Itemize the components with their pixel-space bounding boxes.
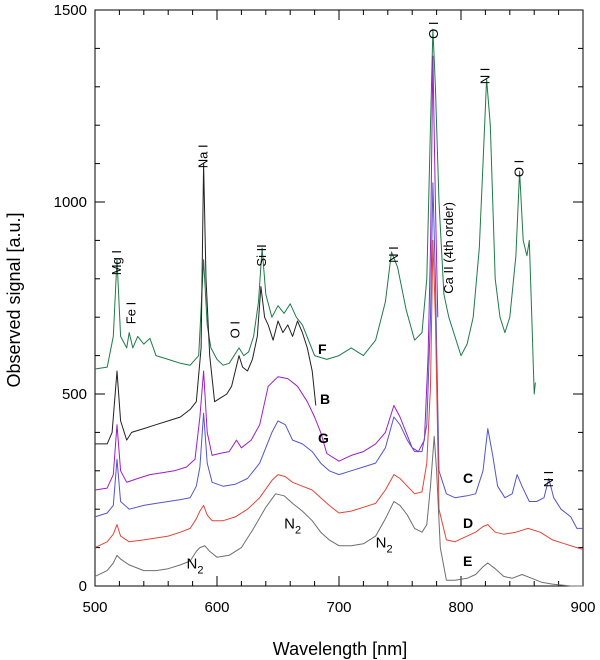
series-D-label: D (463, 515, 473, 531)
emission-line-label: Fe I (124, 302, 139, 324)
axis-labels: Wavelength [nm] Observed signal [a.u.] (4, 212, 407, 659)
emission-line-label: O I (227, 321, 242, 338)
emission-line-label: Mg I (109, 250, 124, 275)
series-D-line (94, 239, 584, 550)
emission-line-label: Ca II (4th order) (441, 202, 456, 294)
series-G-label: G (318, 430, 329, 446)
series-C-label: C (463, 470, 473, 486)
n2-band-label: N2 (284, 515, 301, 536)
emission-line-label: Na I (196, 144, 211, 168)
emission-line-label: O I (512, 160, 527, 177)
emission-line-label: O I (426, 22, 441, 39)
plot-border (94, 9, 584, 587)
y-axis-title: Observed signal [a.u.] (4, 212, 24, 387)
x-tick-label: 900 (570, 599, 595, 616)
x-tick-label: 700 (326, 599, 351, 616)
y-tick-label: 0 (79, 578, 87, 595)
x-tick-label: 800 (448, 599, 473, 616)
n2-band-label: N2 (376, 535, 393, 556)
emission-line-label: N I (386, 246, 401, 263)
series-C-line (94, 182, 583, 529)
x-tick-label: 500 (82, 599, 107, 616)
series-E-line (94, 435, 583, 587)
line-annotations: Mg I Fe I Na I O I Si II N I O I Ca II (4th ord… (109, 22, 556, 577)
y-tick-label: 1500 (54, 2, 87, 19)
x-tick-label: 600 (204, 599, 229, 616)
y-tick-label: 1000 (54, 194, 87, 211)
y-tick-label: 500 (62, 386, 87, 403)
x-axis-title: Wavelength [nm] (273, 639, 407, 659)
n2-band-label: N2 (187, 556, 204, 577)
series-E-label: E (463, 553, 472, 569)
emission-line-label: N I (477, 68, 492, 85)
series-B-label: B (320, 391, 330, 407)
series-G-line (94, 55, 439, 491)
emission-line-label: N I (541, 471, 556, 488)
series-F-label: F (318, 341, 327, 357)
series-B-line (95, 163, 317, 445)
spectral-curves: F B G C D E (94, 28, 584, 587)
plot-frame: 500 600 700 800 900 0 500 1000 1500 (54, 2, 596, 616)
emission-line-label: Si II (254, 244, 269, 266)
series-F-line (94, 28, 536, 395)
